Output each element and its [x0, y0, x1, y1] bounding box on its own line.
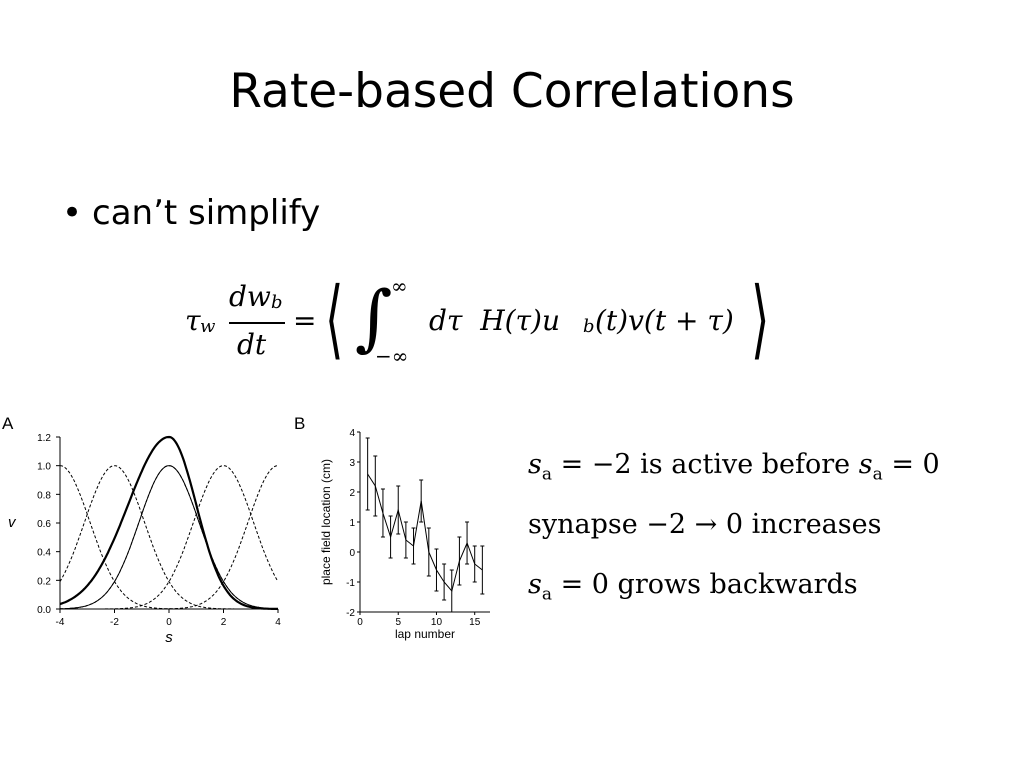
chart-a-x-tick-label: -4 — [56, 617, 65, 628]
chart-a-x-tick-label: 4 — [275, 617, 281, 628]
eq-numerator-sub: b — [271, 292, 283, 313]
chart-a-x-tick-label: -2 — [110, 617, 119, 628]
slide-title: Rate-based Correlations — [229, 64, 795, 119]
chart-b-y-tick-label: 2 — [349, 488, 355, 499]
note1-sub: a — [541, 464, 552, 485]
eq-integrand: dτ H(τ)u — [429, 304, 561, 337]
chart-a-y-tick-label: 1.0 — [37, 462, 51, 473]
chart-b-y-tick-label: 1 — [349, 518, 355, 529]
eq-lhs-tau: τ — [185, 304, 201, 337]
eq-numerator: dw — [229, 280, 271, 313]
eq-integrand-rest: (t)v(t + τ) — [595, 304, 734, 337]
chart-a-x-label: s — [165, 629, 173, 646]
chart-b-x-tick-label: 10 — [431, 617, 443, 628]
note3-sub: a — [541, 584, 552, 605]
eq-equals: = — [293, 304, 317, 337]
note1-mid: = −2 is active before — [552, 449, 859, 480]
chart-a-y-tick-label: 0.0 — [37, 605, 51, 616]
panel-b-label: B — [294, 414, 306, 433]
chart-a-series-thick-6 — [59, 435, 278, 610]
panel-b: B -2 -1 0 1 2 3 4 0 5 10 15 lap number place field l… — [290, 410, 500, 650]
chart-b-y-tick-label: -1 — [346, 578, 355, 589]
chart-b-y-tick-label: 4 — [349, 428, 355, 439]
eq-integrand-sub: b — [583, 316, 595, 337]
chart-a-y-label: v — [8, 514, 17, 531]
bullet-dot-icon: • — [62, 193, 83, 233]
fraction-bar — [229, 322, 285, 324]
note-line-1: sa = −2 is active before sa = 0 — [528, 443, 940, 503]
chart-a-series-dashed-2 — [60, 465, 278, 610]
notes: sa = −2 is active before sa = 0 synapse … — [528, 443, 940, 623]
chart-a: 0.0 0.2 0.4 0.6 0.8 1.0 1.2 -4 -2 0 2 4 s v — [8, 433, 281, 646]
note-line-3: sa = 0 grows backwards — [528, 563, 940, 623]
chart-a-y-tick-label: 0.4 — [37, 548, 51, 559]
eq-lhs-sub: w — [200, 316, 216, 337]
chart-b-y-tick-label: 0 — [349, 548, 355, 559]
eq-integral-lower: −∞ — [375, 344, 409, 368]
left-angle-bracket-icon: ⟨ — [325, 269, 344, 369]
chart-b-x-tick-label: 15 — [469, 617, 481, 628]
note1-var2: s — [858, 449, 873, 480]
chart-b-x-label: lap number — [395, 627, 455, 641]
note1-post: = 0 — [882, 449, 940, 480]
note-line-2: synapse −2 → 0 increases — [528, 509, 882, 540]
chart-a-x-tick-label: 2 — [221, 617, 227, 628]
chart-b-series-line — [367, 473, 483, 593]
chart-a-y-tick-label: 1.2 — [37, 433, 51, 444]
eq-denominator: dt — [237, 328, 267, 361]
chart-b-y-tick-label: 3 — [349, 458, 355, 469]
chart-a-series-dashed-0 — [59, 465, 278, 610]
chart-a-series-dashed-3 — [60, 465, 279, 610]
chart-a-series-dashed-4 — [60, 465, 279, 610]
chart-a-y-tick-label: 0.6 — [37, 519, 51, 530]
chart-a-y-tick-label: 0.8 — [37, 490, 51, 501]
chart-a-x-tick-label: 0 — [166, 617, 172, 628]
right-angle-bracket-icon: ⟩ — [751, 269, 770, 369]
chart-a-y-tick-label: 0.2 — [37, 576, 51, 587]
chart-b-y-tick-label: -2 — [346, 608, 355, 619]
equation: τ w dw b dt = ⟨ ∫ ∞ −∞ dτ H(τ)u b (t)v(t… — [185, 270, 785, 375]
chart-b-y-label: place field location (cm) — [319, 459, 333, 585]
eq-integral-upper: ∞ — [391, 274, 408, 298]
chart-a-series-thin-5 — [60, 465, 278, 610]
panel-a-label: A — [2, 414, 14, 433]
note3-var: s — [528, 569, 542, 600]
chart-b-x-tick-label: 0 — [357, 617, 363, 628]
note3-post: = 0 grows backwards — [552, 569, 858, 600]
panel-a: A 0.0 0.2 0.4 0.6 0.8 1.0 1.2 -4 -2 0 2 4 s v — [0, 410, 290, 650]
integral-sign-icon: ∫ — [355, 275, 393, 359]
bullet-text: can’t simplify — [92, 193, 321, 233]
note1-var: s — [528, 449, 542, 480]
note1-sub2: a — [872, 464, 883, 485]
chart-b: -2 -1 0 1 2 3 4 0 5 10 15 lap number place field loc… — [319, 428, 490, 641]
bullet-item: • can’t simplify — [62, 190, 320, 236]
chart-b-x-tick-label: 5 — [395, 617, 401, 628]
chart-a-series-dashed-1 — [59, 465, 278, 610]
